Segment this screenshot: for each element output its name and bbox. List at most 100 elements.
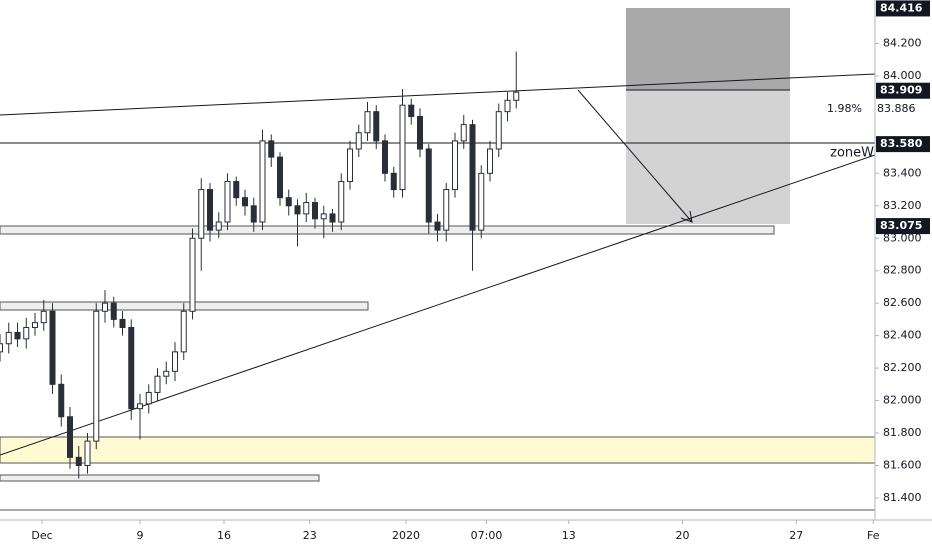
- candle-body: [163, 370, 170, 377]
- candle-body: [224, 180, 231, 223]
- y-tick-label: 84.200: [883, 36, 922, 49]
- candles: [0, 51, 520, 479]
- y-tick-label: 83.000: [883, 231, 922, 244]
- candle-body: [513, 91, 520, 101]
- price-label: 83.580: [880, 137, 923, 150]
- y-tick-label: 84.000: [883, 69, 922, 82]
- candle-body: [110, 302, 117, 320]
- candle-body: [320, 213, 327, 220]
- candle-body: [443, 189, 450, 231]
- candle-body: [390, 172, 397, 191]
- drawings: [0, 8, 875, 511]
- candle-body: [425, 148, 432, 223]
- candle-body: [242, 197, 248, 207]
- candle-body: [207, 189, 213, 231]
- candle-body: [172, 351, 178, 372]
- candle-body: [198, 189, 205, 239]
- price-label: 83.909: [880, 84, 922, 97]
- price-label-box: [876, 136, 930, 153]
- trend-line: [0, 154, 875, 456]
- arrow-head: [680, 210, 693, 223]
- candle-body: [338, 180, 345, 223]
- x-tick-label: 07:00: [471, 529, 503, 542]
- candle-body: [145, 391, 152, 405]
- candle-body: [14, 331, 21, 340]
- candle-body: [303, 202, 310, 215]
- arrow: [577, 89, 693, 223]
- x-tick-label: Fe: [867, 529, 880, 542]
- y-tick-label: 82.600: [883, 296, 922, 309]
- reward-box: [626, 90, 790, 224]
- x-tick-label: 2020: [392, 529, 420, 542]
- candle-body: [250, 205, 257, 223]
- candle-body: [32, 322, 38, 329]
- candle-body: [312, 202, 318, 220]
- candle-body: [504, 99, 511, 113]
- candle-body: [478, 172, 485, 231]
- zone: [0, 225, 775, 235]
- candle-body: [102, 302, 108, 312]
- candle-body: [399, 104, 406, 191]
- y-tick-label: 81.600: [883, 458, 922, 471]
- candle-body: [268, 140, 275, 158]
- x-tick-label: 27: [789, 529, 803, 542]
- y-tick-label: 83.200: [883, 199, 922, 212]
- candle-body: [58, 383, 65, 418]
- candle-body: [294, 205, 301, 215]
- zone: [0, 474, 320, 482]
- trend-line: [0, 73, 875, 116]
- candle-body: [128, 327, 135, 410]
- candle-body: [5, 331, 12, 345]
- candle-body: [49, 310, 56, 385]
- percent-label: 1.98%: [827, 102, 862, 115]
- y-tick-label: 82.000: [883, 394, 922, 407]
- price-label: 84.416: [880, 1, 923, 14]
- candle-body: [137, 403, 143, 410]
- price-label-box: [876, 82, 930, 99]
- candle-body: [119, 318, 126, 329]
- candle-body: [215, 221, 222, 231]
- candle-body: [373, 111, 380, 142]
- y-tick-label: 81.800: [883, 426, 922, 439]
- candle-body: [434, 221, 441, 231]
- current-price-label: 83.886: [877, 102, 916, 115]
- candle-body: [408, 104, 415, 118]
- y-tick-label: 82.200: [883, 361, 922, 374]
- y-tick-label: 83.400: [883, 166, 922, 179]
- candle-body: [347, 148, 353, 182]
- candle-body: [277, 156, 283, 199]
- risk-box: [626, 8, 790, 90]
- candle-body: [75, 456, 82, 466]
- x-tick-label: 13: [562, 529, 576, 542]
- candle-body: [189, 237, 196, 312]
- candle-body: [154, 375, 161, 393]
- candle-body: [460, 124, 467, 142]
- candle-body: [67, 416, 73, 458]
- candle-body: [469, 124, 476, 231]
- zone: [0, 436, 875, 464]
- candle-body: [285, 197, 292, 207]
- x-tick-label: 20: [676, 529, 690, 542]
- candle-body: [487, 148, 493, 174]
- y-tick-label: 82.800: [883, 264, 922, 277]
- x-tick-label: 9: [137, 529, 144, 542]
- candle-body: [259, 140, 266, 223]
- candle-body: [355, 132, 362, 150]
- candle-body: [40, 310, 47, 324]
- candle-body: [382, 140, 388, 174]
- y-tick-label: 82.400: [883, 329, 922, 342]
- candle-body: [233, 180, 240, 199]
- candle-body: [23, 327, 30, 340]
- x-tick-label: 16: [217, 529, 231, 542]
- x-tick-label: Dec: [31, 529, 52, 542]
- price-label-box: [876, 0, 930, 17]
- candle-body: [93, 310, 100, 442]
- price-label: 83.075: [880, 219, 922, 232]
- price-label-box: [876, 218, 930, 235]
- y-tick-label: 81.400: [883, 491, 922, 504]
- candle-body: [329, 213, 336, 223]
- candle-body: [364, 111, 371, 134]
- candle-body: [452, 140, 458, 191]
- candle-body: [417, 116, 423, 150]
